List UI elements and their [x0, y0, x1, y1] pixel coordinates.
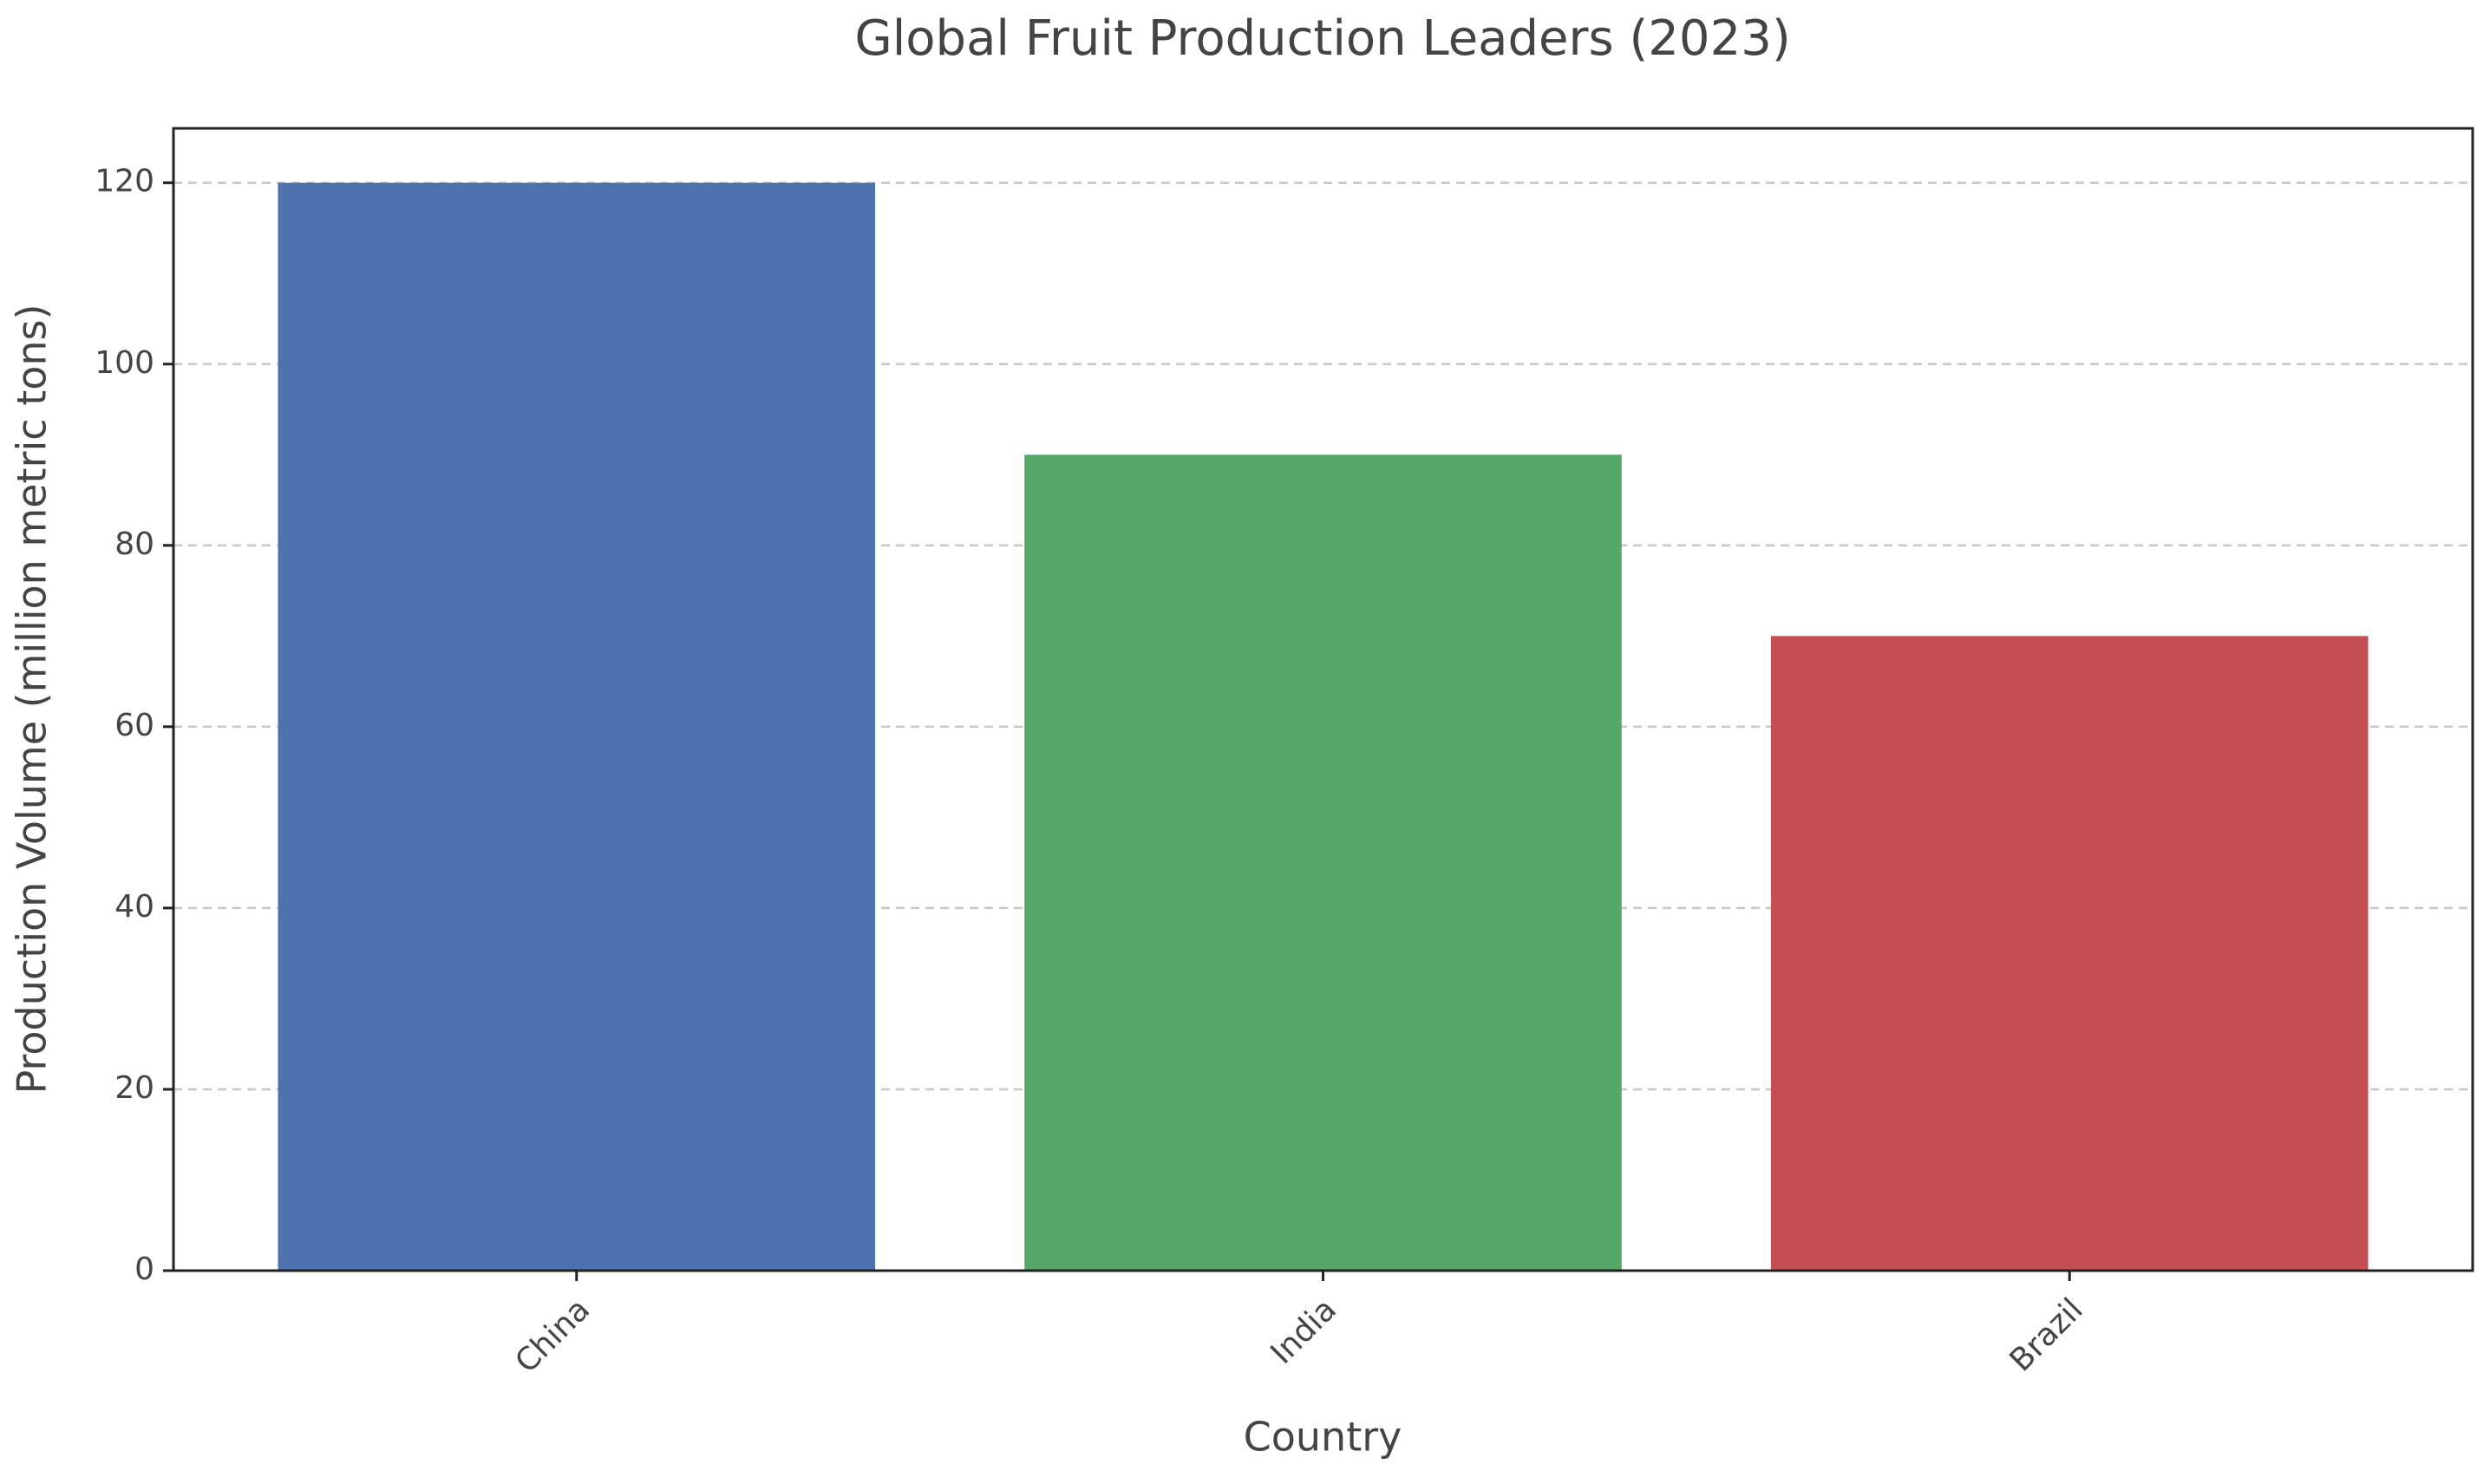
y-tick-label: 0 [134, 1252, 154, 1287]
x-axis-label: Country [1244, 1414, 1402, 1461]
y-tick-label: 60 [114, 708, 154, 743]
plot-frame [172, 127, 2474, 1272]
y-axis-label: Production Volume (million metric tons) [9, 304, 56, 1095]
y-tick-label: 120 [95, 164, 154, 199]
y-tick-label: 40 [114, 889, 154, 925]
y-tick-label: 20 [114, 1070, 154, 1106]
bar [1024, 454, 1622, 1271]
chart-title: Global Fruit Production Leaders (2023) [854, 10, 1790, 67]
bar [1770, 636, 2369, 1271]
x-tick-label: China [509, 1291, 598, 1380]
x-tick-label: Brazil [2003, 1291, 2090, 1378]
y-tick-label: 80 [114, 526, 154, 562]
bar [278, 182, 876, 1272]
x-tick-label: India [1264, 1291, 1343, 1370]
y-tick-label: 100 [95, 345, 154, 381]
